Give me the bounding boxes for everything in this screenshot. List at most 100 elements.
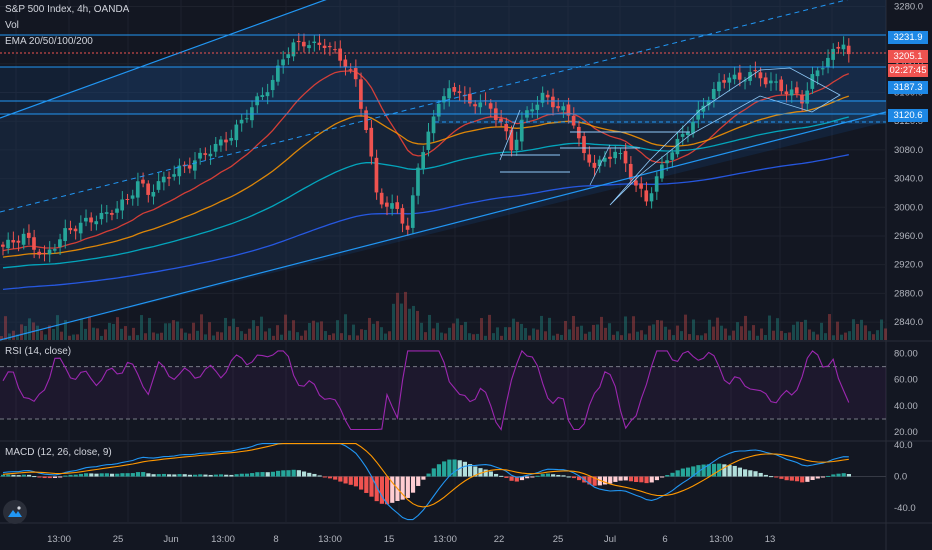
macd-histogram-bar	[613, 476, 618, 482]
macd-histogram-bar	[16, 475, 21, 477]
time-tick-label: 13:00	[318, 534, 342, 545]
ema-legend[interactable]: EMA 20/50/100/200	[5, 36, 93, 47]
volume-bar	[508, 327, 511, 340]
volume-bar	[772, 330, 775, 340]
macd-histogram-bar	[493, 473, 499, 477]
volume-bar	[424, 332, 427, 340]
trend-line	[499, 109, 521, 161]
macd-histogram-bar	[317, 475, 322, 477]
macd-histogram-bar	[504, 476, 509, 478]
macd-histogram-bar	[483, 469, 488, 477]
volume-bar	[360, 329, 363, 340]
volume-bar	[664, 326, 667, 340]
volume-bar	[648, 325, 651, 340]
volume-bar	[884, 328, 887, 340]
symbol-legend[interactable]: S&P 500 Index, 4h, OANDA	[5, 4, 129, 15]
volume-bar	[48, 325, 51, 340]
volume-bar	[140, 315, 143, 340]
candle-body	[727, 77, 732, 83]
volume-bar	[644, 334, 647, 340]
candle-body	[722, 80, 726, 83]
volume-bar	[8, 333, 11, 340]
rsi-legend[interactable]: RSI (14, close)	[5, 346, 71, 357]
volume-bar	[396, 292, 399, 340]
rsi-tick-label: 60.00	[894, 375, 918, 386]
volume-bar	[256, 326, 259, 340]
volume-bar	[452, 323, 455, 340]
candle-body	[499, 118, 503, 122]
volume-bar	[584, 333, 587, 340]
macd-histogram-bar	[130, 473, 135, 477]
macd-histogram-bar	[654, 476, 660, 481]
volume-bar	[848, 331, 851, 340]
candle-body	[348, 69, 353, 71]
volume-bar	[416, 310, 419, 340]
volume-bar	[880, 319, 883, 340]
macd-histogram-bar	[525, 476, 530, 479]
volume-bar	[744, 315, 747, 340]
macd-histogram-bar	[831, 474, 836, 477]
volume-bar	[128, 335, 131, 340]
volume-bar	[380, 327, 383, 340]
volume-bar	[476, 333, 479, 340]
macd-histogram-bar	[265, 472, 270, 477]
candle-body	[151, 192, 156, 197]
volume-bar	[108, 322, 111, 340]
macd-histogram-bar	[281, 470, 286, 477]
volume-bar	[788, 332, 791, 340]
macd-histogram-bar	[644, 476, 649, 484]
macd-histogram-bar	[691, 466, 696, 477]
volume-bar	[800, 322, 803, 340]
macd-histogram-bar	[576, 476, 582, 481]
macd-histogram-bar	[566, 476, 571, 478]
ema-100-line	[2, 116, 849, 269]
macd-histogram-bar	[291, 469, 296, 477]
volume-bar	[860, 319, 863, 340]
candle-body	[696, 109, 701, 120]
tradingview-logo[interactable]	[3, 500, 27, 524]
volume-bar	[308, 322, 311, 340]
volume-bar	[632, 316, 635, 340]
candle-body	[94, 221, 99, 225]
candle-body	[421, 152, 425, 169]
volume-bar	[768, 315, 771, 340]
macd-histogram-bar	[276, 470, 281, 477]
volume-bar	[196, 330, 199, 340]
volume-bar	[728, 335, 731, 340]
volume-bar	[364, 329, 367, 340]
candle-body	[654, 176, 659, 192]
macd-histogram-bar	[353, 476, 359, 487]
volume-bar	[280, 334, 283, 340]
macd-legend[interactable]: MACD (12, 26, close, 9)	[5, 447, 112, 458]
macd-histogram-bar	[551, 474, 556, 477]
rsi-tick-label: 20.00	[894, 427, 918, 438]
macd-histogram-bar	[514, 476, 519, 482]
volume-bar	[748, 330, 751, 340]
macd-tick-label: 40.0	[894, 440, 913, 451]
volume-bar	[312, 320, 315, 340]
candle-body	[161, 176, 166, 183]
candle-body	[416, 167, 420, 196]
macd-histogram-bar	[820, 476, 826, 478]
candle-body	[571, 115, 576, 126]
macd-histogram-bar	[478, 468, 483, 477]
volume-bar	[160, 332, 163, 340]
volume-bar	[696, 335, 699, 340]
volume-bar	[820, 322, 823, 340]
volume-bar	[500, 335, 503, 340]
macd-histogram-bar	[239, 473, 244, 477]
mountain-icon	[8, 506, 22, 517]
macd-histogram-bar	[597, 476, 602, 486]
candle-body	[141, 179, 145, 184]
macd-histogram-bar	[561, 475, 566, 477]
volume-bar	[316, 322, 319, 340]
volume-bar	[468, 333, 471, 340]
vol-label: Vol	[5, 20, 19, 31]
price-tag-last: 3205.1	[888, 50, 928, 63]
vol-legend[interactable]: Vol	[5, 20, 19, 31]
candle-body	[286, 54, 291, 58]
macd-histogram-bar	[758, 472, 763, 477]
volume-bar	[776, 318, 779, 340]
volume-bar	[184, 332, 187, 340]
